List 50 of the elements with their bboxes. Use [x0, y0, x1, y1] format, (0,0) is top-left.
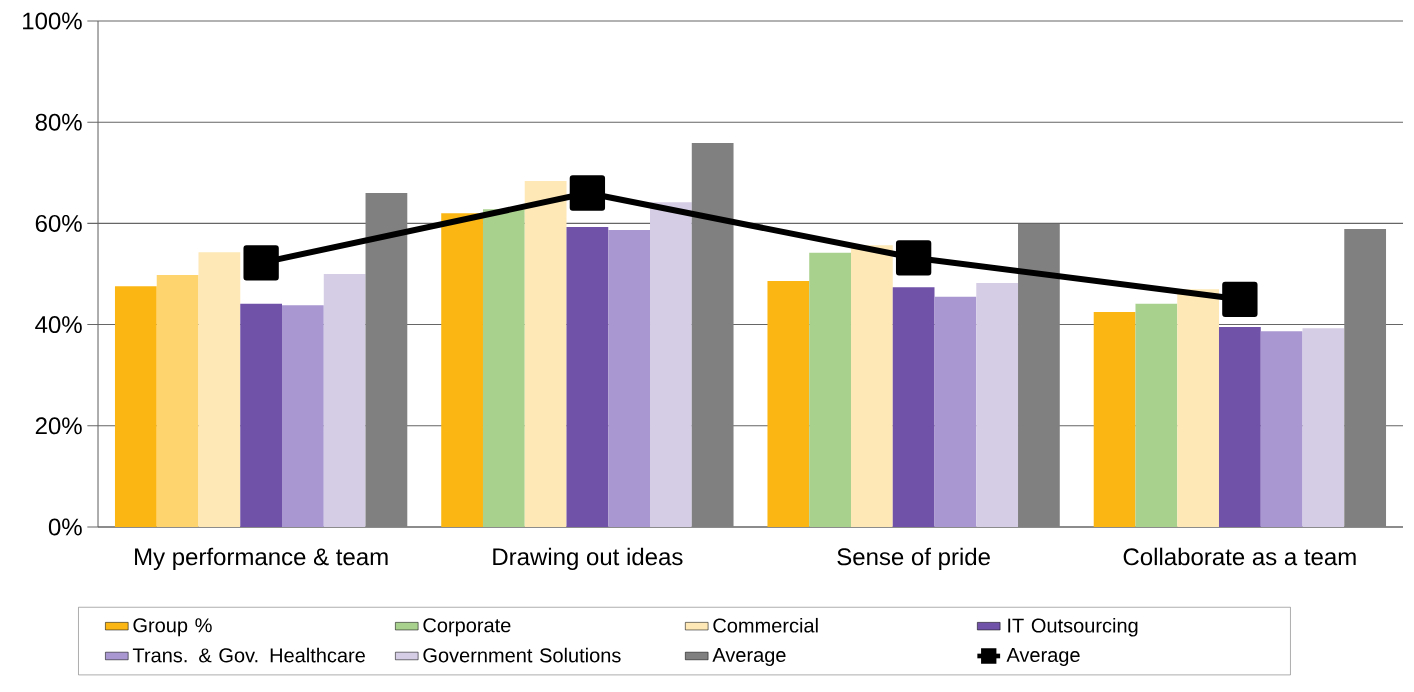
- bar: [1135, 303, 1178, 527]
- y-tick-label: 100%: [23, 12, 82, 30]
- y-tick-label: 40%: [35, 316, 82, 334]
- bar: [198, 252, 241, 527]
- bar: [1219, 327, 1261, 527]
- legend-label: Average: [1006, 648, 1080, 667]
- point: [1222, 281, 1258, 317]
- legend-label: Commercial: [713, 617, 818, 633]
- bar: [156, 275, 199, 527]
- x-tick-label: Collaborate as a team: [1123, 547, 1356, 566]
- bar: [850, 245, 893, 527]
- bar: [441, 213, 483, 527]
- bar: [650, 202, 692, 527]
- bar: [482, 209, 525, 527]
- legend-label: Corporate: [423, 618, 511, 637]
- legend-label: Trans. & Gov. Healthcare: [132, 647, 365, 663]
- bar: [524, 180, 567, 527]
- bar: [1093, 311, 1136, 527]
- bar: [282, 305, 324, 527]
- bar: [365, 193, 408, 527]
- bar: [892, 287, 935, 527]
- legend-label: IT Outsourcing: [1008, 617, 1138, 637]
- bar: [976, 283, 1019, 527]
- bar: [1302, 328, 1345, 527]
- point: [243, 245, 279, 281]
- y-tick-label: 80%: [35, 113, 82, 131]
- bar: [767, 281, 810, 527]
- y-tick-label: 60%: [35, 214, 82, 232]
- y-tick-label: 20%: [35, 417, 82, 435]
- x-tick-label: My performance & team: [135, 547, 388, 571]
- bar: [934, 296, 977, 527]
- bar: [114, 286, 157, 527]
- point: [569, 175, 606, 211]
- legend-label: Government Solutions: [423, 647, 621, 663]
- bar: [240, 303, 283, 527]
- x-tick-label: Sense of pride: [837, 547, 990, 571]
- x-tick-label: Drawing out ideas: [493, 547, 683, 571]
- bar: [809, 252, 851, 527]
- bar: [323, 273, 366, 527]
- bar: [1344, 228, 1387, 527]
- y-tick-label: 0%: [48, 518, 82, 536]
- bar: [1177, 289, 1219, 527]
- bar: [691, 142, 734, 527]
- point: [895, 240, 932, 276]
- bar: [566, 226, 609, 527]
- bar: [1018, 223, 1060, 527]
- legend-label: Group %: [133, 618, 212, 637]
- bar: [1260, 331, 1303, 527]
- legend-label: Average: [712, 648, 786, 667]
- bar: [608, 229, 651, 527]
